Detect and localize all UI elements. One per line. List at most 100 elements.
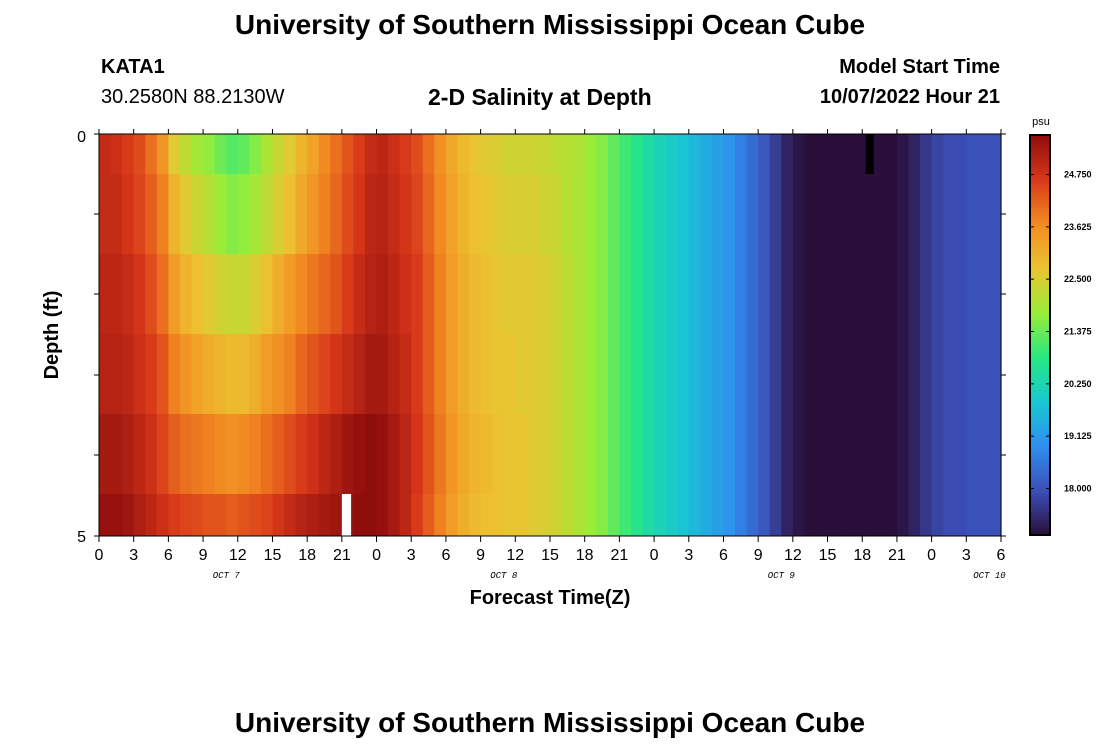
heatmap-cell	[735, 414, 748, 494]
heatmap-cell	[607, 414, 620, 494]
heatmap-cell	[815, 174, 829, 254]
heatmap-cell	[931, 174, 944, 254]
heatmap-cell	[226, 414, 239, 494]
heatmap-cell	[307, 254, 320, 334]
heatmap-cell	[434, 334, 447, 414]
heatmap-cell	[781, 134, 794, 174]
heatmap-cell	[596, 254, 609, 334]
heatmap-cell	[515, 334, 528, 414]
heatmap-cell	[214, 174, 227, 254]
heatmap-cell	[179, 174, 193, 254]
heatmap-cell	[862, 334, 875, 414]
heatmap-cell	[422, 494, 435, 536]
heatmap-cell	[873, 414, 886, 494]
heatmap-cell	[503, 134, 516, 174]
heatmap-cell	[977, 494, 991, 536]
heatmap-cell	[341, 254, 355, 334]
heatmap-cell	[873, 174, 886, 254]
heatmap-cell	[931, 414, 944, 494]
heatmap-cell	[503, 174, 516, 254]
heatmap-cell	[133, 174, 146, 254]
heatmap-cell	[284, 134, 297, 174]
heatmap-cell	[630, 494, 644, 536]
heatmap-cell	[700, 254, 713, 334]
heatmap-cell	[538, 134, 551, 174]
heatmap-cell	[931, 334, 944, 414]
heatmap-cell	[469, 494, 482, 536]
heatmap-cell	[237, 494, 250, 536]
heatmap-cell	[746, 134, 759, 174]
heatmap-cell	[630, 254, 644, 334]
heatmap-cell	[607, 134, 620, 174]
heatmap-cell	[966, 134, 979, 174]
heatmap-cell	[619, 414, 632, 494]
colorbar-tick-label: 22.500	[1064, 274, 1092, 284]
heatmap-cell	[584, 134, 597, 174]
heatmap-cell	[665, 414, 678, 494]
heatmap-cell	[110, 254, 123, 334]
missing-cell	[865, 134, 874, 174]
heatmap-cell	[145, 174, 158, 254]
heatmap-cell	[642, 494, 655, 536]
heatmap-cell	[295, 414, 308, 494]
heatmap-cell	[503, 334, 516, 414]
heatmap-cell	[619, 134, 632, 174]
heatmap-cell	[607, 494, 620, 536]
heatmap-cell	[318, 414, 331, 494]
heatmap-cell	[445, 494, 459, 536]
heatmap-cell	[214, 494, 227, 536]
heatmap-cell	[515, 254, 528, 334]
heatmap-cell	[677, 254, 690, 334]
heatmap-cell	[654, 414, 667, 494]
colorbar-tick-label: 18.000	[1064, 483, 1092, 493]
heatmap-cell	[388, 414, 401, 494]
heatmap-cell	[954, 414, 967, 494]
heatmap-cell	[688, 494, 701, 536]
heatmap-cell	[781, 334, 794, 414]
heatmap-cell	[422, 174, 435, 254]
heatmap-cell	[156, 334, 169, 414]
heatmap-cell	[191, 414, 204, 494]
heatmap-cell	[873, 134, 886, 174]
heatmap-cell	[538, 494, 551, 536]
heatmap-cell	[746, 494, 759, 536]
colorbar-tick-label: 24.750	[1064, 170, 1092, 180]
heatmap-cell	[723, 414, 736, 494]
heatmap-cell	[885, 254, 898, 334]
x-tick-label: 6	[441, 547, 450, 564]
heatmap-cell	[550, 134, 563, 174]
heatmap-cell	[133, 494, 146, 536]
heatmap-cell	[295, 334, 308, 414]
heatmap-cell	[711, 494, 725, 536]
heatmap-cell	[434, 254, 447, 334]
heatmap-cell	[908, 414, 921, 494]
heatmap-cell	[376, 414, 389, 494]
heatmap-cell	[226, 254, 239, 334]
heatmap-cell	[203, 334, 216, 414]
heatmap-cell	[943, 134, 956, 174]
heatmap-cell	[341, 174, 355, 254]
x-tick-label: 9	[199, 547, 208, 564]
heatmap-cell	[156, 494, 169, 536]
heatmap-cell	[954, 494, 967, 536]
heatmap-cell	[688, 174, 701, 254]
heatmap-cell	[700, 174, 713, 254]
heatmap-cell	[249, 494, 262, 536]
x-tick-label: 21	[888, 547, 906, 564]
x-tick-label: 0	[927, 547, 936, 564]
heatmap-cell	[654, 134, 667, 174]
heatmap-cell	[168, 254, 181, 334]
heatmap-cell	[804, 494, 817, 536]
heatmap-cell	[943, 334, 956, 414]
x-tick-label: 3	[407, 547, 416, 564]
heatmap-cell	[480, 174, 493, 254]
heatmap-cell	[411, 254, 424, 334]
heatmap-cell	[341, 134, 355, 174]
heatmap-cell	[677, 414, 690, 494]
heatmap-cell	[966, 334, 979, 414]
heatmap-cell	[272, 414, 285, 494]
heatmap-cell	[388, 334, 401, 414]
heatmap-cell	[735, 134, 748, 174]
heatmap-cell	[781, 414, 794, 494]
